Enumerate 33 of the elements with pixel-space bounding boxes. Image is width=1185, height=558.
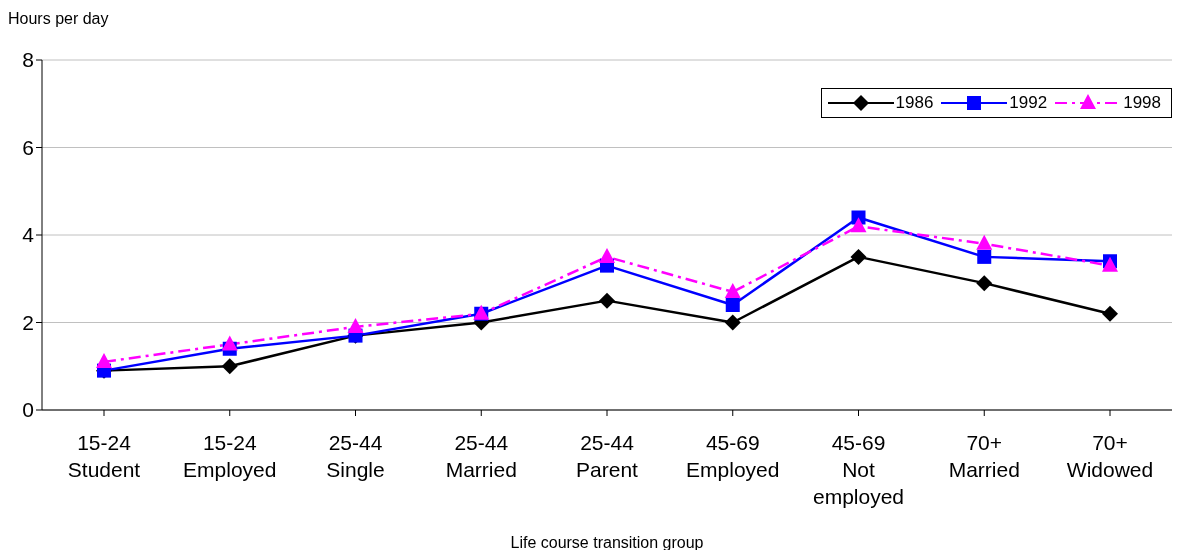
point	[724, 282, 741, 298]
x-tick-label: 25-44 Single	[326, 431, 385, 481]
legend-label: 1986	[895, 93, 934, 113]
point	[221, 358, 238, 375]
point	[599, 292, 615, 309]
point	[977, 249, 992, 264]
x-tick-label: 45-69 Not employed	[812, 431, 905, 508]
y-tick-label: 8	[22, 48, 34, 72]
x-tick-label: 70+ Married	[948, 431, 1020, 481]
point	[976, 234, 993, 250]
point	[850, 248, 867, 265]
point	[724, 314, 741, 331]
y-axis-title: Hours per day	[8, 10, 109, 28]
x-tick-label: 15-24 Student	[67, 431, 141, 481]
x-tick-label: 25-44 Married	[445, 431, 517, 481]
y-tick-label: 2	[22, 310, 34, 334]
y-tick-label: 4	[22, 223, 35, 247]
point	[347, 317, 364, 333]
point	[1102, 305, 1118, 322]
y-tick-label: 0	[22, 398, 34, 422]
legend-label: 1998	[1123, 93, 1161, 113]
x-tick-label: 25-44 Parent	[576, 431, 639, 481]
legend-label: 1992	[1009, 93, 1048, 113]
point	[96, 352, 112, 368]
point	[850, 217, 867, 233]
x-tick-label: 15-24 Employed	[183, 431, 277, 481]
x-tick-label: 70+ Widowed	[1066, 431, 1154, 481]
x-tick-label: 45-69 Employed	[686, 431, 780, 481]
point	[599, 247, 615, 263]
point	[976, 275, 993, 292]
y-tick-label: 6	[22, 135, 34, 159]
point	[221, 335, 238, 351]
point	[725, 298, 740, 312]
